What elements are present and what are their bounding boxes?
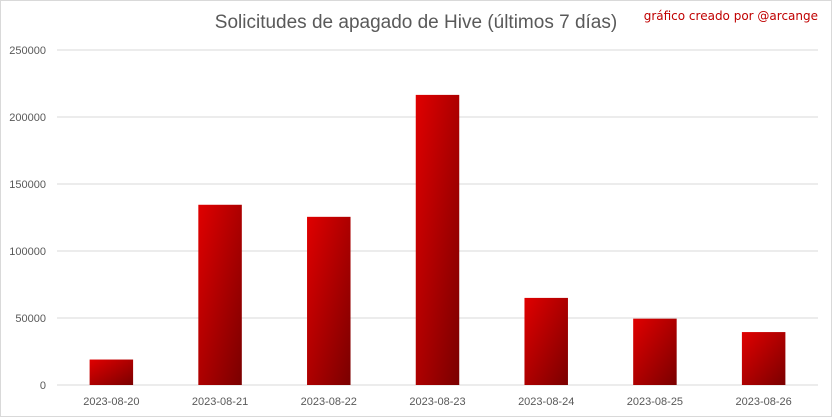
x-tick-label: 2023-08-20 (83, 396, 139, 408)
bar-2023-08-25 (633, 318, 677, 385)
bars (89, 94, 786, 385)
x-tick-label: 2023-08-24 (518, 396, 574, 408)
x-tick-label: 2023-08-22 (301, 396, 357, 408)
y-tick-label: 100000 (9, 246, 46, 258)
x-tick-label: 2023-08-23 (409, 396, 465, 408)
x-tick-label: 2023-08-26 (736, 396, 792, 408)
bar-2023-08-22 (307, 216, 351, 385)
y-tick-label: 150000 (9, 179, 46, 191)
y-tick-label: 0 (40, 380, 46, 392)
y-tick-label: 200000 (9, 112, 46, 124)
bar-2023-08-26 (741, 332, 786, 385)
x-tick-label: 2023-08-25 (627, 396, 683, 408)
bar-2023-08-24 (524, 297, 568, 385)
chart-title: Solicitudes de apagado de Hive (últimos … (214, 12, 618, 33)
bar-2023-08-20 (89, 359, 134, 385)
x-axis-ticks: 2023-08-20 2023-08-21 2023-08-22 2023-08-23… (83, 396, 792, 408)
x-tick-label: 2023-08-21 (192, 396, 248, 408)
y-tick-label: 250000 (9, 45, 46, 57)
y-tick-label: 50000 (15, 313, 46, 325)
bar-2023-08-23 (415, 94, 460, 385)
bar-2023-08-21 (198, 204, 242, 385)
chart-credit: gráfico creado por @arcange (643, 9, 818, 23)
y-axis-ticks: 0 50000 100000 150000 200000 250000 (9, 45, 46, 392)
